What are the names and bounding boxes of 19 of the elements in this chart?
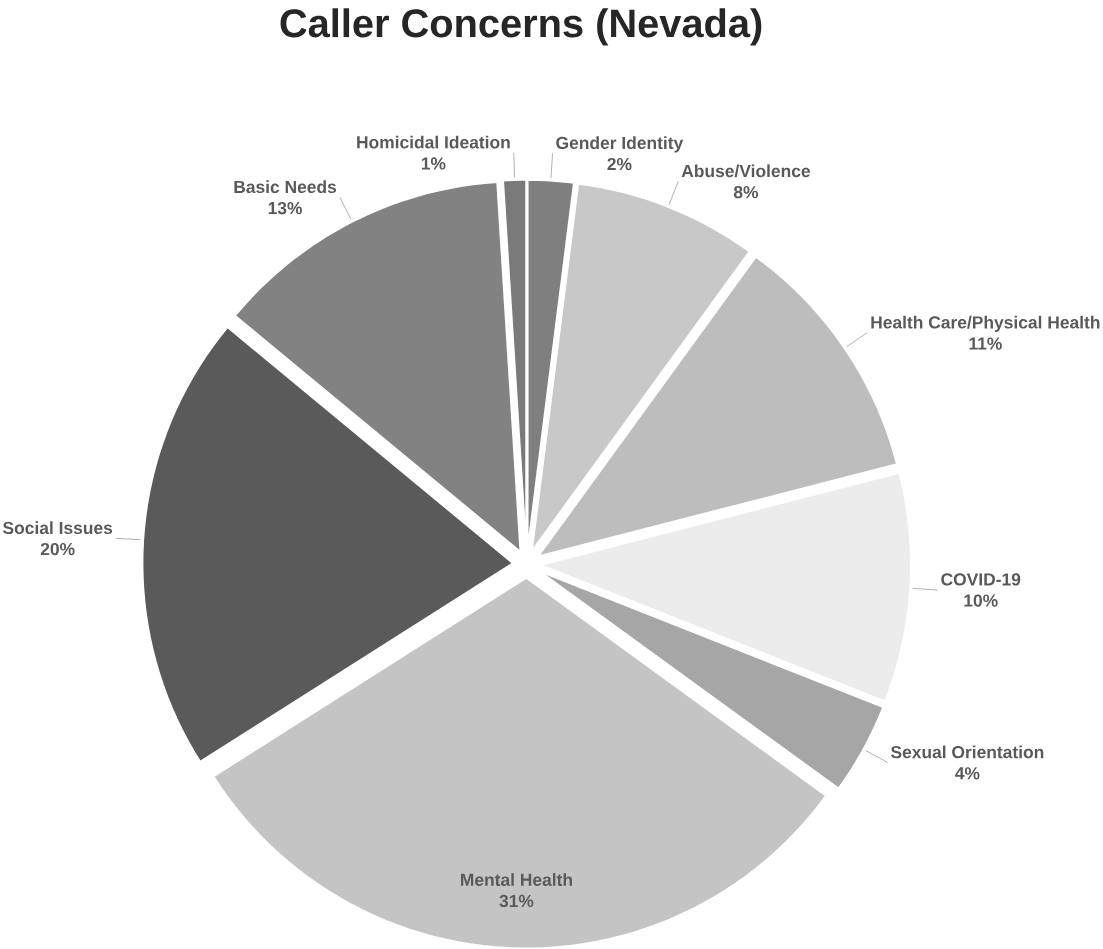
slice-label: Abuse/Violence	[681, 164, 811, 178]
slice-label: Homicidal Ideation	[357, 135, 510, 149]
slice-label: Sexual Orientation	[890, 745, 1044, 759]
data-label: 20%	[40, 542, 75, 556]
data-label: 31%	[499, 894, 534, 907]
slice-label: Mental Health	[461, 872, 572, 886]
slice-label: COVID-19	[941, 573, 1021, 586]
slice-label: Social Issues	[3, 521, 113, 534]
slice-label: Health Care/Physical Health	[871, 315, 1100, 332]
chart-title: Caller Concerns (Nevada)	[280, 8, 762, 46]
data-label: 13%	[268, 201, 302, 215]
slice-label: Basic Needs	[234, 180, 337, 193]
data-label: 2%	[607, 157, 632, 170]
data-label: 1%	[421, 157, 446, 170]
data-label: 8%	[733, 185, 759, 199]
data-label: 11%	[969, 337, 1002, 350]
data-label: 10%	[964, 594, 998, 607]
slice-label: Gender Identity	[556, 136, 684, 153]
data-label: 4%	[955, 766, 980, 780]
